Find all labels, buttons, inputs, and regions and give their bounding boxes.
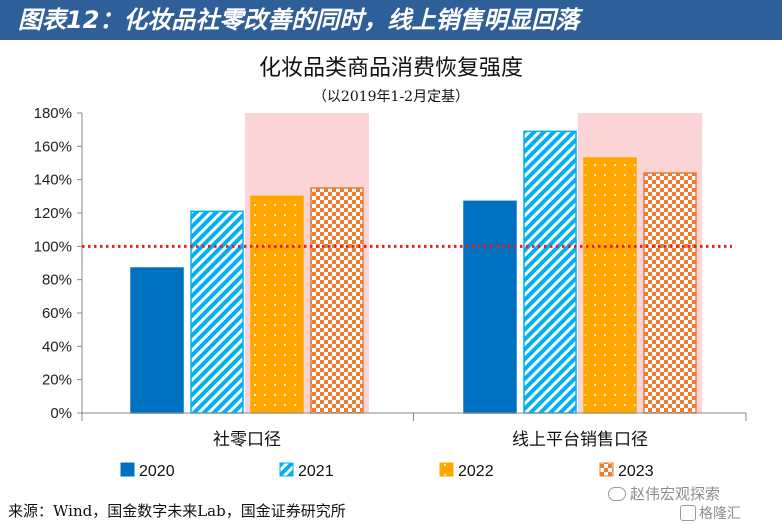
legend-item-2020: 2020	[120, 462, 175, 480]
legend-label: 2023	[618, 463, 654, 480]
bar-2021-2	[523, 130, 577, 414]
legend-swatch	[439, 462, 454, 477]
y-tick-label: 100%	[34, 238, 72, 255]
watermark: 赵伟宏观探索	[608, 483, 720, 504]
bar-2023-1	[310, 187, 364, 414]
legend-item-2023: 2023	[599, 462, 654, 480]
y-tick-label: 120%	[34, 205, 72, 222]
legend-item-2021: 2021	[279, 462, 334, 480]
watermark-subtext: 格隆汇	[699, 506, 741, 522]
bar-2022-1	[250, 195, 304, 414]
y-tick-label: 160%	[34, 138, 72, 155]
x-category-label: 线上平台销售口径	[512, 430, 648, 450]
y-tick-label: 20%	[42, 372, 72, 389]
y-tick-label: 0%	[50, 405, 72, 422]
legend-label: 2020	[139, 463, 175, 480]
legend-label: 2022	[458, 463, 494, 480]
figure-title: 图表12：化妆品社零改善的同时，线上销售明显回落	[18, 6, 580, 34]
wechat-icon	[608, 487, 626, 501]
y-tick-label: 80%	[42, 272, 72, 289]
chart-title: 化妆品类商品消费恢复强度	[258, 56, 523, 81]
bar-2023-2	[643, 172, 697, 414]
bar-2020-2	[463, 200, 517, 414]
legend-swatch	[279, 462, 294, 477]
watermark-secondary: 格隆汇	[680, 503, 741, 523]
source-note: 来源：Wind，国金数字未来Lab，国金证券研究所	[8, 502, 346, 520]
gelonghui-logo-icon	[680, 505, 696, 521]
y-tick-label: 140%	[34, 172, 72, 189]
bar-2020-1	[130, 267, 184, 414]
bar-2022-2	[583, 157, 637, 414]
bar-2021-1	[190, 210, 244, 414]
x-category-label: 社零口径	[213, 430, 281, 450]
legend-swatch	[599, 462, 614, 477]
legend-swatch	[120, 462, 135, 477]
chart-subtitle: （以2019年1-2月定基）	[312, 89, 470, 105]
y-tick-label: 40%	[42, 338, 72, 355]
figure-banner: 图表12：化妆品社零改善的同时，线上销售明显回落	[0, 0, 782, 40]
watermark-text: 赵伟宏观探索	[630, 485, 721, 503]
y-tick-label: 60%	[42, 305, 72, 322]
legend-label: 2021	[298, 463, 334, 480]
y-tick-label: 180%	[34, 105, 72, 122]
legend-item-2022: 2022	[439, 462, 494, 480]
